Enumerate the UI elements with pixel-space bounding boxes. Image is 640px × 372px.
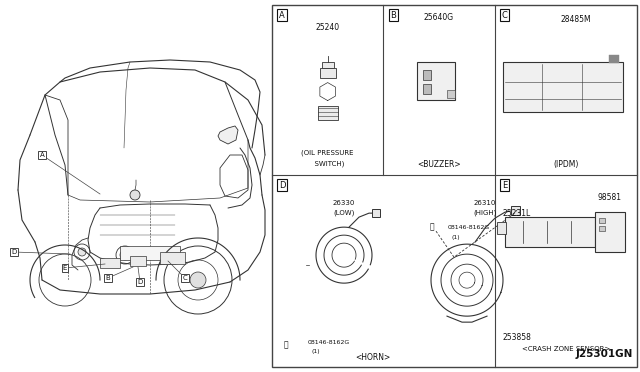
Text: 25231L: 25231L: [502, 209, 531, 218]
Circle shape: [309, 262, 315, 268]
Text: J25301GN: J25301GN: [575, 349, 633, 359]
Text: Ⓑ: Ⓑ: [429, 222, 435, 232]
Text: B: B: [390, 10, 396, 19]
Text: (HIGH): (HIGH): [474, 210, 497, 217]
Polygon shape: [417, 54, 467, 61]
Text: (1): (1): [312, 349, 321, 353]
Text: B: B: [106, 275, 110, 281]
Bar: [130, 256, 146, 266]
Text: <BUZZER>: <BUZZER>: [417, 160, 461, 169]
Circle shape: [78, 248, 86, 256]
Text: 25240: 25240: [316, 22, 340, 32]
Bar: [160, 252, 185, 264]
Polygon shape: [595, 207, 633, 212]
Text: E: E: [63, 265, 67, 271]
Bar: [100, 258, 120, 268]
Text: (1): (1): [452, 235, 461, 240]
Circle shape: [607, 228, 619, 240]
Text: C: C: [182, 275, 188, 281]
Bar: [502, 61, 623, 112]
Circle shape: [601, 222, 625, 246]
Bar: [595, 212, 625, 252]
Circle shape: [612, 62, 618, 68]
Circle shape: [130, 190, 140, 200]
Polygon shape: [316, 78, 340, 106]
Bar: [272, 5, 637, 367]
Text: 26310: 26310: [474, 200, 496, 206]
Polygon shape: [625, 207, 633, 252]
Text: D: D: [279, 181, 285, 190]
Text: 98581: 98581: [597, 193, 621, 202]
Text: <HORN>: <HORN>: [356, 353, 391, 362]
Text: 08146-8162G: 08146-8162G: [448, 225, 490, 230]
Text: 25640G: 25640G: [424, 13, 454, 22]
Text: 28485M: 28485M: [561, 15, 591, 23]
Text: Ⓑ: Ⓑ: [284, 340, 288, 350]
Polygon shape: [218, 126, 238, 144]
Bar: [609, 55, 619, 62]
Bar: [120, 246, 180, 260]
Circle shape: [504, 100, 509, 106]
Text: A: A: [40, 152, 44, 158]
Text: SWITCH): SWITCH): [310, 161, 345, 167]
Text: (OIL PRESSURE: (OIL PRESSURE: [301, 150, 354, 156]
Circle shape: [423, 296, 431, 304]
Bar: [317, 106, 338, 119]
Bar: [319, 68, 335, 78]
Bar: [497, 222, 506, 234]
Bar: [505, 217, 595, 247]
Circle shape: [504, 62, 509, 68]
Bar: [322, 61, 333, 68]
Text: <CRASH ZONE SENSOR>: <CRASH ZONE SENSOR>: [522, 346, 610, 352]
Bar: [372, 209, 380, 217]
Bar: [447, 90, 455, 97]
Text: C: C: [502, 10, 508, 19]
Text: D: D: [12, 249, 17, 255]
Circle shape: [489, 235, 497, 243]
Text: 253858: 253858: [502, 333, 531, 341]
Text: 26330: 26330: [333, 200, 355, 206]
Text: (LOW): (LOW): [333, 210, 355, 217]
Polygon shape: [502, 52, 637, 61]
Text: 08146-8162G: 08146-8162G: [308, 340, 350, 346]
Bar: [423, 84, 431, 94]
Bar: [598, 218, 605, 223]
Polygon shape: [455, 54, 467, 100]
Bar: [598, 226, 605, 231]
Bar: [423, 70, 431, 80]
Bar: [511, 206, 520, 215]
Text: (IPDM): (IPDM): [553, 160, 579, 169]
Text: E: E: [502, 181, 508, 190]
Bar: [417, 61, 455, 100]
Circle shape: [190, 272, 206, 288]
Polygon shape: [623, 52, 637, 112]
Circle shape: [120, 250, 130, 260]
Text: A: A: [279, 10, 285, 19]
Text: D: D: [138, 279, 143, 285]
Circle shape: [612, 100, 618, 106]
Circle shape: [324, 119, 332, 128]
